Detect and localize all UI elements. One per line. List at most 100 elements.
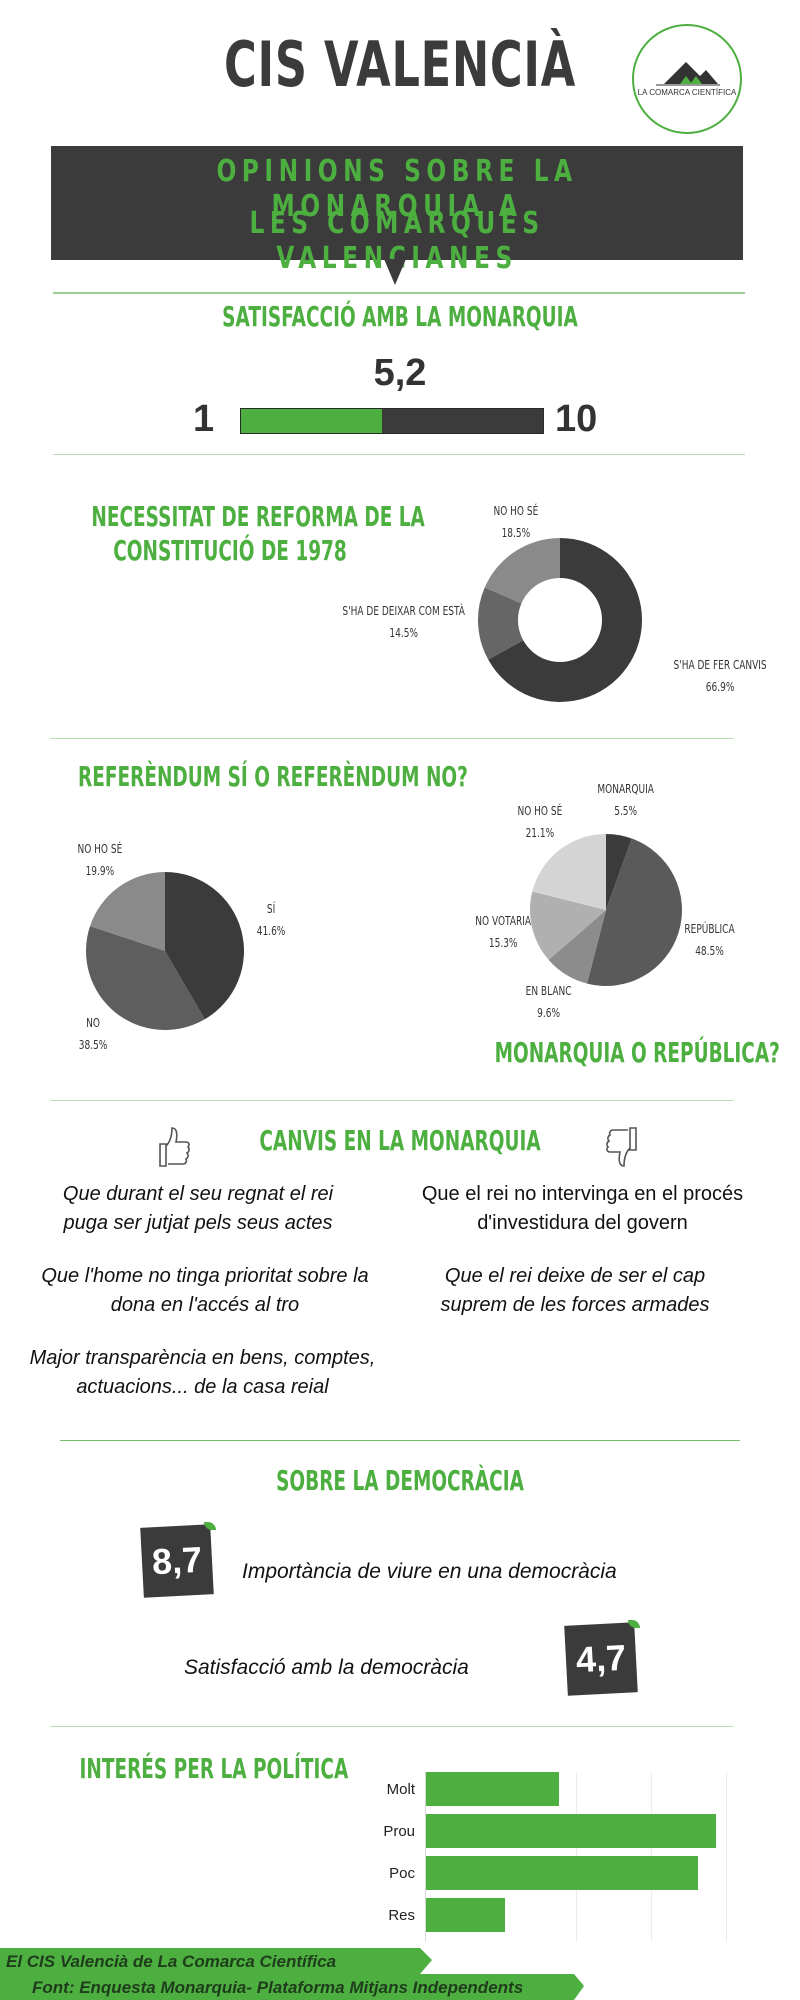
- leaf-icon: [628, 1620, 640, 1628]
- slice-label-mon-republica: REPÚBLICA 48.5%: [684, 918, 734, 962]
- bar-label-molt: Molt: [386, 1781, 415, 1798]
- change-right-1: Que el rei no intervinga en el procés d'…: [421, 1183, 744, 1234]
- logo-text: LA COMARCA CIENTÍFICA: [637, 88, 737, 97]
- bar-res: [426, 1898, 505, 1932]
- divider: [50, 1726, 733, 1727]
- pie-slice: [165, 872, 245, 1020]
- label: NO VOTARIA: [475, 914, 532, 928]
- democracy-importance-label: Importància de viure en una democràcia: [242, 1560, 617, 1583]
- mountain-icon: [656, 62, 720, 86]
- monarchy-republic-pie-chart: [530, 834, 682, 986]
- divider: [53, 292, 745, 294]
- label: MONARQUIA: [597, 782, 654, 796]
- bar-label-poc: Poc: [389, 1865, 415, 1882]
- pie-slice: [478, 587, 524, 660]
- referendum-pie-chart: [85, 872, 245, 1030]
- value: 66.9%: [705, 680, 735, 694]
- slice-label-noho: NO HO SÉ 18.5%: [493, 500, 538, 544]
- divider: [50, 738, 733, 739]
- bar-label-res: Res: [388, 1907, 415, 1924]
- slice-label-mon-enblanc: EN BLANC 9.6%: [526, 980, 572, 1024]
- change-left-1: Que durant el seu regnat el rei puga ser…: [62, 1183, 334, 1234]
- change-left-2: Que l'home no tinga prioritat sobre la d…: [41, 1265, 369, 1316]
- satisfaction-value: 5,2: [373, 352, 427, 394]
- value: 41.6%: [256, 924, 286, 938]
- pie-slice: [85, 926, 205, 1030]
- pie-slice: [530, 891, 606, 960]
- bar-prou: [426, 1814, 716, 1848]
- banner-arrow: [384, 259, 406, 285]
- scale-min: 1: [193, 398, 215, 440]
- label: EN BLANC: [525, 984, 572, 998]
- changes-title: CANVIS EN LA MONARQUIA: [259, 1124, 541, 1157]
- value: 5.5%: [614, 804, 638, 818]
- satisfaction-bar-fill: [241, 409, 382, 433]
- value: 38.5%: [78, 1038, 108, 1052]
- score-satisfaction: 4,7: [564, 1622, 638, 1696]
- label: S'HA DE FER CANVIS: [673, 658, 767, 672]
- slice-label-ref-no: NO 38.5%: [79, 1012, 108, 1056]
- bar-poc: [426, 1856, 698, 1890]
- value: 15.3%: [488, 936, 518, 950]
- change-right-2: Que el rei deixe de ser el cap suprem de…: [440, 1265, 710, 1316]
- footer-band: [0, 1948, 584, 2000]
- gridline: [726, 1772, 727, 1942]
- pie-slice: [587, 838, 682, 986]
- thumbs-down-icon: [606, 1127, 637, 1167]
- reform-title-line1: NECESSITAT DE REFORMA DE LA: [91, 500, 425, 533]
- divider: [60, 1440, 740, 1441]
- value: 19.9%: [85, 864, 115, 878]
- change-left-3: Major transparència en bens, comptes, ac…: [29, 1347, 376, 1398]
- value: 18.5%: [501, 526, 531, 540]
- divider: [53, 454, 745, 455]
- satisfaction-bar-track: [240, 408, 544, 434]
- slice-label-mon-novotaria: NO VOTARIA 15.3%: [475, 910, 531, 954]
- value: 48.5%: [695, 944, 724, 958]
- pie-slice: [488, 538, 642, 702]
- value: 14.5%: [389, 626, 418, 640]
- label: NO HO SÉ: [77, 842, 123, 856]
- slice-label-canvis: S'HA DE FER CANVIS 66.9%: [674, 654, 767, 698]
- monarchy-republic-title: MONARQUIA O REPÚBLICA?: [494, 1036, 780, 1069]
- referendum-title: REFERÈNDUM SÍ O REFERÈNDUM NO?: [78, 760, 468, 793]
- pie-slice: [606, 834, 632, 910]
- slice-label-mon-noho: NO HO SÉ 21.1%: [517, 800, 562, 844]
- politics-bar-chart: [425, 1772, 727, 1942]
- value: 21.1%: [525, 826, 555, 840]
- footer-line-1: El CIS Valencià de La Comarca Científica: [6, 1952, 337, 1971]
- politics-title: INTERÉS PER LA POLÍTICA: [79, 1752, 349, 1785]
- bar-molt: [426, 1772, 559, 1806]
- label: NO HO SÉ: [517, 804, 563, 818]
- label: NO HO SÉ: [493, 504, 539, 518]
- pie-slice: [532, 834, 606, 910]
- reform-title-line2: CONSTITUCIÓ DE 1978: [113, 534, 347, 567]
- slice-label-mon-monarquia: MONARQUIA 5.5%: [597, 778, 653, 822]
- value: 9.6%: [537, 1006, 561, 1020]
- pie-slice: [90, 872, 165, 951]
- democracy-satisfaction-label: Satisfacció amb la democràcia: [184, 1656, 469, 1679]
- label: SÍ: [266, 902, 276, 916]
- footer-line-2: Font: Enquesta Monarquia- Plataforma Mit…: [32, 1978, 524, 1997]
- label: NO: [86, 1016, 100, 1030]
- pie-slice: [484, 538, 560, 604]
- page-title: CIS VALENCIÀ: [224, 28, 576, 101]
- thumbs-up-icon: [159, 1127, 190, 1167]
- score-importance: 8,7: [140, 1524, 214, 1598]
- bar-label-prou: Prou: [383, 1823, 415, 1840]
- slice-label-ref-si: SÍ 41.6%: [257, 898, 286, 942]
- banner-line-1: OPINIONS SOBRE LA MONARQUIA A: [216, 154, 578, 224]
- banner: OPINIONS SOBRE LA MONARQUIA A LES COMARQ…: [51, 146, 743, 276]
- slice-label-ref-noho: NO HO SÉ 19.9%: [77, 838, 122, 882]
- slice-label-deixar: S'HA DE DEIXAR COM ESTÀ 14.5%: [342, 600, 465, 644]
- democracy-title: SOBRE LA DEMOCRÀCIA: [276, 1464, 524, 1497]
- label: REPÚBLICA: [684, 922, 735, 936]
- reform-donut-chart: [478, 538, 642, 702]
- leaf-icon: [204, 1522, 216, 1530]
- label: S'HA DE DEIXAR COM ESTÀ: [342, 604, 465, 618]
- gridline: [425, 1772, 426, 1942]
- pie-slice: [548, 910, 606, 984]
- scale-max: 10: [555, 398, 598, 440]
- logo: LA COMARCA CIENTÍFICA: [632, 24, 742, 134]
- satisfaction-title: SATISFACCIÓ AMB LA MONARQUIA: [222, 300, 578, 333]
- divider: [50, 1100, 733, 1101]
